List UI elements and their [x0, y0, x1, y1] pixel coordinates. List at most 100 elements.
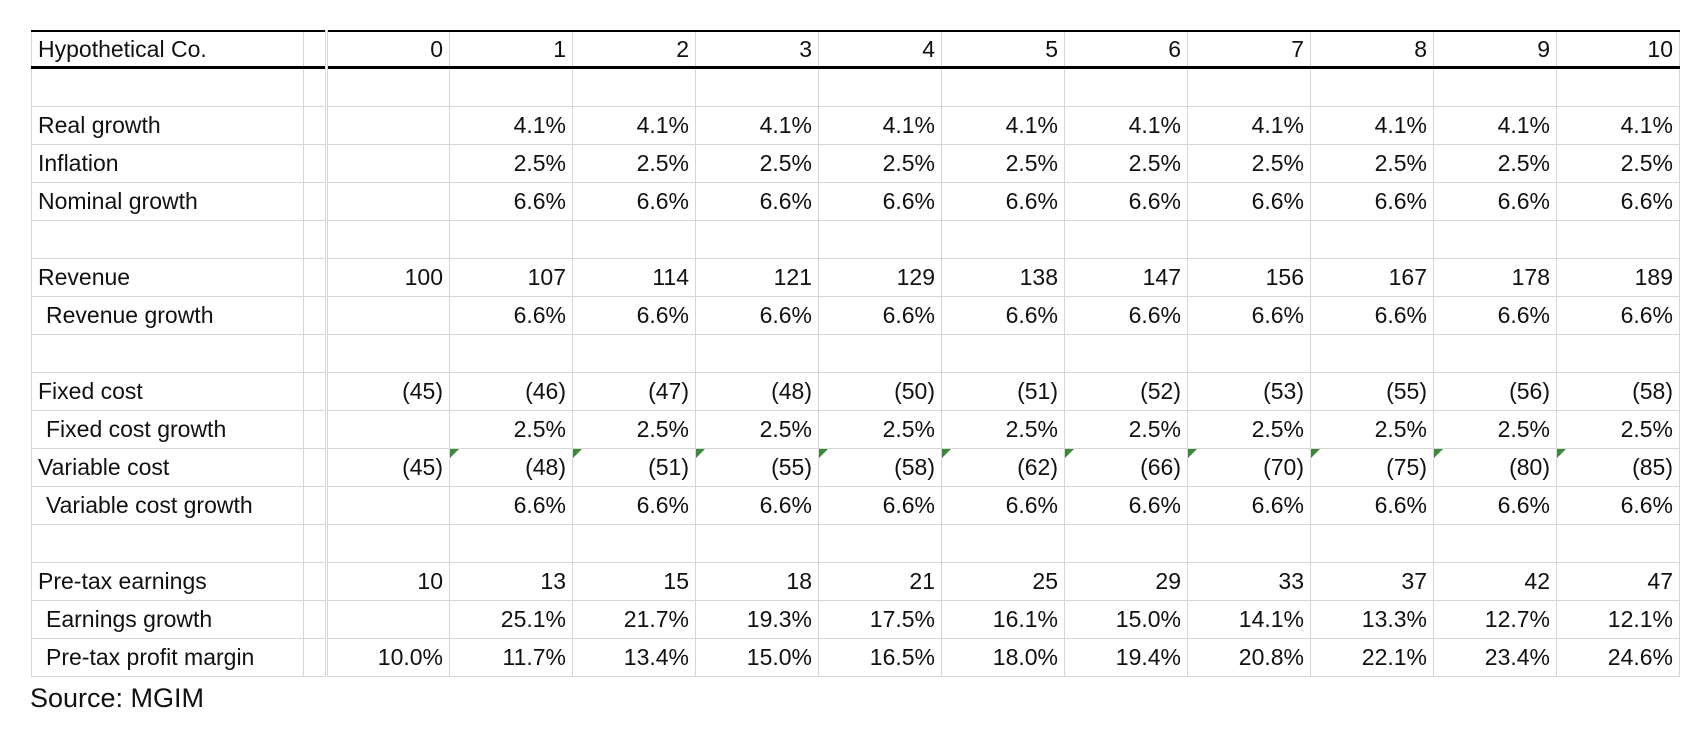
value-cell: 6.6% — [1187, 296, 1311, 335]
value-cell: 23.4% — [1433, 638, 1557, 677]
value-cell: 4.1% — [572, 106, 696, 145]
value-cell: 4.1% — [818, 106, 942, 145]
cell — [941, 220, 1065, 259]
data-row: Pre-tax profit margin 10.0% 11.7% 13.4% 15.0… — [31, 638, 1680, 677]
cell — [31, 334, 304, 373]
cell — [303, 638, 328, 677]
value-cell: 2.5% — [818, 410, 942, 449]
value-cell: 2.5% — [1556, 144, 1680, 183]
value-cell: (75) — [1310, 448, 1434, 487]
value-cell: 18.0% — [941, 638, 1065, 677]
value-cell: (56) — [1433, 372, 1557, 411]
value-cell: 4.1% — [695, 106, 819, 145]
value-cell: 2.5% — [1064, 410, 1188, 449]
value-cell: (58) — [818, 448, 942, 487]
value-cell: 19.4% — [1064, 638, 1188, 677]
value-cell: 2.5% — [1187, 410, 1311, 449]
row-label: Nominal growth — [31, 182, 304, 221]
value-cell: 2.5% — [1310, 144, 1434, 183]
value-cell: 15.0% — [1064, 600, 1188, 639]
cell — [1556, 524, 1680, 563]
value-cell: 20.8% — [1187, 638, 1311, 677]
cell — [1433, 67, 1557, 107]
cell-flag — [942, 449, 951, 458]
value-cell: (66) — [1064, 448, 1188, 487]
value-cell: 6.6% — [449, 296, 573, 335]
cell — [303, 372, 328, 411]
cell — [695, 67, 819, 107]
value-cell: 21.7% — [572, 600, 696, 639]
value-cell: 10.0% — [326, 638, 450, 677]
data-row: Variable cost (45) (48) (51) (55) (58) (62) (66… — [31, 448, 1680, 487]
value-cell: (45) — [326, 448, 450, 487]
table-body: Hypothetical Co. 0 1 2 3 4 5 6 7 8 9 10 Real growth 4… — [31, 30, 1680, 677]
value-cell: 129 — [818, 258, 942, 297]
cell — [1064, 220, 1188, 259]
value-cell: 4.1% — [1187, 106, 1311, 145]
value-cell: 121 — [695, 258, 819, 297]
data-row: Variable cost growth 6.6% 6.6% 6.6% 6.6% 6.6%… — [31, 486, 1680, 525]
cell-flag — [1557, 449, 1566, 458]
header-row: Hypothetical Co. 0 1 2 3 4 5 6 7 8 9 10 — [31, 30, 1680, 69]
data-row: Earnings growth 25.1% 21.7% 19.3% 17.5% 16.1%… — [31, 600, 1680, 639]
column-header: 0 — [326, 30, 450, 69]
value-cell — [326, 486, 450, 525]
value-cell: 6.6% — [818, 296, 942, 335]
data-row: Revenue growth 6.6% 6.6% 6.6% 6.6% 6.6% 6.6% 6.… — [31, 296, 1680, 335]
row-label: Fixed cost growth — [31, 410, 304, 449]
spreadsheet-table: Hypothetical Co. 0 1 2 3 4 5 6 7 8 9 10 Real growth 4… — [31, 30, 1680, 677]
cell — [303, 296, 328, 335]
value-cell: 6.6% — [1433, 182, 1557, 221]
data-row: Revenue 100 107 114 121 129 138 147 156 167 178 189 — [31, 258, 1680, 297]
cell — [303, 410, 328, 449]
value-cell: 4.1% — [1310, 106, 1434, 145]
value-cell: 6.6% — [1556, 486, 1680, 525]
value-cell: 12.7% — [1433, 600, 1557, 639]
value-cell: (85) — [1556, 448, 1680, 487]
value-cell: (55) — [1310, 372, 1434, 411]
cell — [303, 334, 328, 373]
cell — [1556, 67, 1680, 107]
value-cell: 14.1% — [1187, 600, 1311, 639]
column-header: 10 — [1556, 30, 1680, 69]
cell — [941, 334, 1065, 373]
value-cell: 4.1% — [1064, 106, 1188, 145]
cell — [818, 220, 942, 259]
column-header: 4 — [818, 30, 942, 69]
value-cell: 24.6% — [1556, 638, 1680, 677]
value-cell: 6.6% — [1310, 296, 1434, 335]
value-cell: 2.5% — [695, 144, 819, 183]
cell — [818, 524, 942, 563]
cell — [303, 220, 328, 259]
blank-row — [31, 220, 1680, 259]
value-cell: 167 — [1310, 258, 1434, 297]
value-cell: (80) — [1433, 448, 1557, 487]
cell — [1187, 67, 1311, 107]
data-row: Nominal growth 6.6% 6.6% 6.6% 6.6% 6.6% 6.6% 6.… — [31, 182, 1680, 221]
cell — [1556, 334, 1680, 373]
cell — [941, 67, 1065, 107]
value-cell: (51) — [572, 448, 696, 487]
value-cell: 25.1% — [449, 600, 573, 639]
value-cell: 47 — [1556, 562, 1680, 601]
value-cell: 2.5% — [1433, 144, 1557, 183]
value-cell: (45) — [326, 372, 450, 411]
source-note: Source: MGIM — [30, 683, 205, 713]
value-cell: 15 — [572, 562, 696, 601]
cell — [303, 600, 328, 639]
data-row: Fixed cost (45) (46) (47) (48) (50) (51) (52) (5… — [31, 372, 1680, 411]
value-cell: 6.6% — [818, 486, 942, 525]
cell — [941, 524, 1065, 563]
value-cell: 2.5% — [695, 410, 819, 449]
cell — [1064, 334, 1188, 373]
value-cell: 114 — [572, 258, 696, 297]
cell — [303, 524, 328, 563]
value-cell: 6.6% — [1064, 182, 1188, 221]
value-cell: 11.7% — [449, 638, 573, 677]
cell — [303, 258, 328, 297]
value-cell: 6.6% — [572, 296, 696, 335]
value-cell: 13 — [449, 562, 573, 601]
value-cell — [326, 182, 450, 221]
cell-flag — [819, 449, 828, 458]
value-cell: 12.1% — [1556, 600, 1680, 639]
